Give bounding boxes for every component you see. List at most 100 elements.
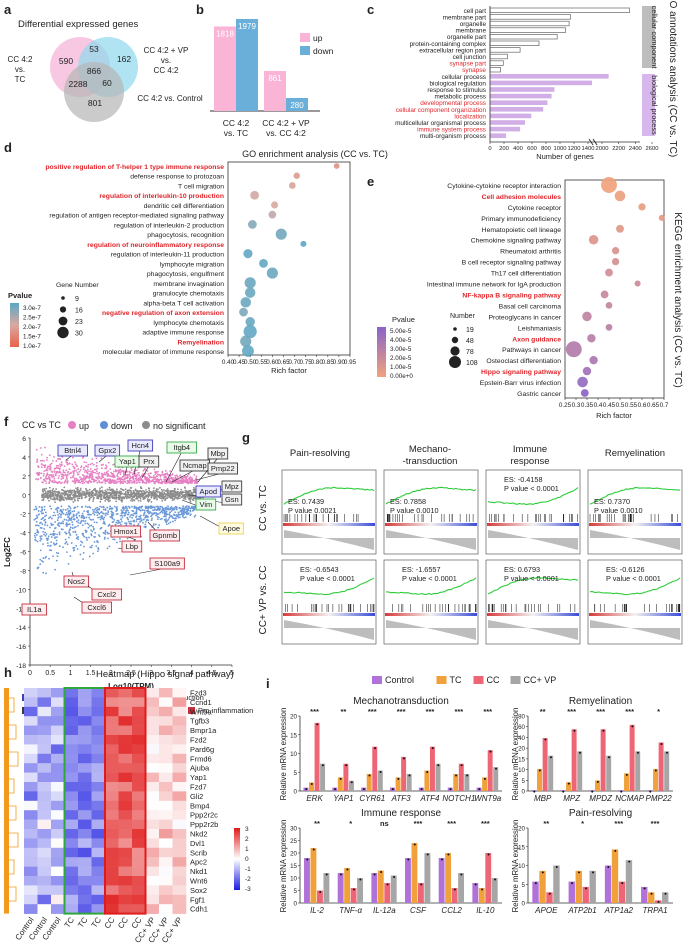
point-ns — [137, 494, 140, 497]
point-down — [187, 512, 190, 515]
go-bar — [489, 14, 571, 20]
y-axis-title: Relative mRNA expression — [279, 708, 288, 801]
scale-label: -3 — [245, 886, 251, 893]
point-ns — [105, 495, 108, 498]
point-down — [75, 537, 78, 540]
point-down — [77, 521, 80, 524]
rank-strip — [487, 613, 579, 616]
ranked-metric — [386, 530, 476, 550]
heatmap-cell — [37, 857, 52, 867]
point-up — [104, 467, 107, 470]
qpcr-bar — [350, 888, 357, 903]
point-down — [141, 509, 144, 511]
point-down — [36, 540, 39, 543]
qpcr-bar — [478, 888, 485, 903]
gene-label-nos2: Nos2 — [68, 577, 86, 586]
subplot-title: Remyelination — [569, 696, 632, 707]
point-up — [109, 478, 111, 480]
go-term-label: dendritic cell differentiation — [144, 203, 225, 210]
gene-label-apod: Apod — [200, 487, 218, 496]
gene-label: PMP22 — [646, 794, 673, 803]
point-up — [76, 465, 78, 468]
ranked-metric — [284, 530, 374, 550]
point-down — [122, 511, 125, 514]
qpcr-point — [407, 858, 410, 861]
tick-label: 4 — [22, 455, 26, 462]
qpcr-point — [305, 788, 308, 791]
point-down — [49, 549, 51, 552]
point-down — [131, 505, 133, 508]
point-down — [84, 529, 87, 532]
dendrogram-branch — [9, 751, 19, 767]
gene-label-vim: Vim — [199, 500, 212, 509]
point-down — [116, 519, 119, 522]
venn-count: 801 — [88, 98, 102, 108]
point-ns — [147, 496, 150, 498]
point-ns — [80, 495, 83, 498]
point-down — [104, 529, 107, 532]
point-ns — [45, 496, 47, 498]
heatmap-cell — [91, 894, 106, 905]
heatmap-cell — [51, 904, 65, 914]
heatmap-cell — [172, 763, 187, 773]
bar-up — [264, 70, 286, 111]
legend-value: 19 — [466, 327, 474, 334]
heatmap-cell — [145, 744, 160, 755]
qpcr-bar — [618, 881, 626, 903]
point-up — [95, 470, 98, 473]
point-down — [51, 533, 54, 536]
point-up — [55, 460, 58, 462]
point-down — [45, 514, 48, 517]
point-ns — [85, 491, 88, 493]
heatmap-cell — [37, 688, 52, 698]
point-down — [103, 538, 106, 540]
qpcr-point — [478, 788, 481, 791]
heatmap-cell — [51, 810, 65, 820]
point-ns — [120, 499, 122, 502]
panel-e-side-title: KEGG enrichment analysis (CC vs. TC) — [672, 212, 683, 387]
point-down — [79, 553, 82, 556]
point-ns — [98, 490, 101, 493]
legend-value: 48 — [466, 338, 474, 345]
point-up — [98, 476, 101, 478]
go-term-label: localization — [454, 113, 486, 120]
point-up — [84, 477, 87, 480]
heatmap-cell — [172, 697, 187, 708]
heatmap-cell — [118, 753, 133, 764]
heatmap-cell — [91, 735, 106, 745]
point-down — [62, 546, 64, 549]
point-ns — [117, 496, 120, 498]
heatmap-cell — [24, 819, 38, 830]
point-up — [172, 478, 175, 481]
legend-value: 4.00e-5 — [390, 337, 412, 344]
point-ns — [94, 492, 96, 495]
point-down — [109, 505, 112, 508]
point-down — [53, 511, 56, 514]
heatmap-cell — [132, 904, 146, 914]
point-down — [92, 525, 94, 528]
gene-label: Nkd2 — [190, 830, 208, 839]
heatmap-cell — [145, 904, 160, 914]
legend-swatch — [372, 676, 382, 684]
qpcr-subplot: Remyelination05101520406080**MBP***MPZ**… — [518, 696, 673, 803]
legend-size-dot — [57, 326, 69, 339]
point-ns — [60, 497, 63, 500]
point-ns — [188, 489, 190, 492]
point-ns — [99, 490, 102, 493]
point-up — [88, 470, 90, 473]
point-ns — [150, 496, 153, 499]
point-down — [167, 505, 169, 508]
gene-label: ATP2b1 — [567, 906, 596, 915]
point-up — [98, 480, 100, 482]
go-term-label: T cell migration — [178, 183, 224, 190]
point-up — [132, 472, 135, 475]
legend-title: Number — [450, 313, 476, 320]
significance-mark: *** — [625, 707, 634, 716]
heatmap-cell — [64, 735, 79, 745]
point-ns — [109, 494, 112, 496]
rank-strip — [283, 523, 375, 526]
point-down — [96, 550, 99, 552]
point-ns — [65, 498, 68, 501]
point-up — [110, 480, 112, 483]
significance-mark: *** — [481, 819, 490, 828]
